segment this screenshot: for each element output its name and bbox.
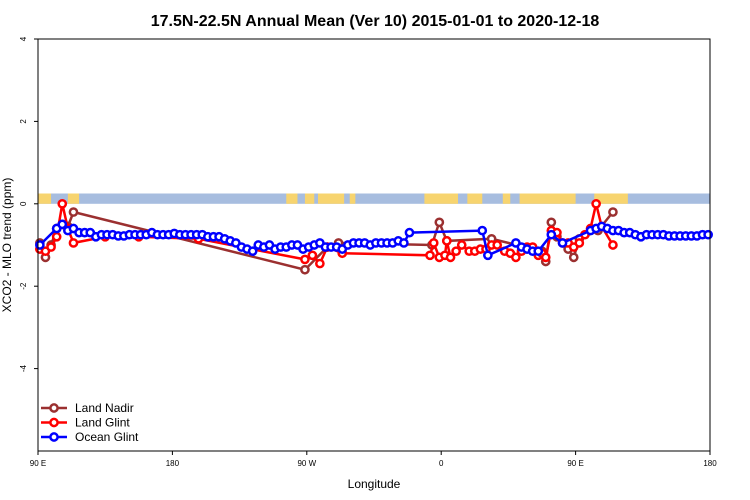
ocean-glint-point: [533, 246, 544, 257]
land-segment: [286, 193, 298, 204]
plot-frame: [37, 38, 711, 452]
y-tick-label: 2: [19, 119, 28, 124]
series-ocean-glint: [35, 219, 713, 261]
ocean-glint-point: [57, 219, 68, 230]
ocean-glint-point: [477, 225, 488, 236]
land-segment: [594, 193, 628, 204]
legend-item-land-glint: Land Glint: [41, 416, 130, 430]
ocean-glint-point: [399, 238, 409, 248]
x-tick-label: 90 E: [30, 459, 46, 468]
land-glint-point: [68, 238, 79, 248]
land-glint-point: [511, 252, 521, 263]
land-segment: [304, 193, 315, 204]
y-axis: 4 2 0 -2 -4: [19, 36, 38, 372]
land-segment: [502, 193, 511, 204]
land-glint-point: [300, 254, 310, 265]
x-tick-label: 180: [166, 459, 180, 468]
legend-item-ocean-glint: Ocean Glint: [41, 430, 139, 444]
series-layer: [35, 198, 713, 275]
land-segment: [38, 193, 52, 204]
ocean-glint-point: [247, 246, 258, 257]
ocean-glint-point: [557, 238, 568, 248]
y-tick-label: 4: [19, 36, 28, 41]
land-glint-point: [428, 238, 439, 248]
land-nadir-point: [546, 217, 557, 228]
land-nadir-line: [38, 210, 614, 272]
land-nadir-point: [608, 207, 618, 217]
land-glint-point: [425, 250, 435, 261]
ocean-glint-point: [35, 240, 45, 250]
land-glint-point: [57, 198, 68, 209]
land-glint-point: [46, 242, 56, 252]
legend-item-land-nadir: Land Nadir: [41, 401, 134, 415]
ocean-glint-point: [404, 227, 415, 238]
land-glint-point: [441, 236, 452, 246]
land-segment: [318, 193, 345, 204]
legend-label: Land Nadir: [75, 401, 134, 415]
land-glint-point: [574, 238, 585, 248]
x-tick-label: 180: [703, 459, 717, 468]
y-axis-label: XCO2 - MLO trend (ppm): [0, 178, 14, 313]
land-glint-point: [591, 198, 601, 209]
land-segment: [519, 193, 576, 204]
land-glint-point: [51, 231, 62, 242]
land-segment: [424, 193, 458, 204]
legend-label: Land Glint: [75, 416, 130, 430]
land-nadir-point: [568, 252, 579, 263]
land-mask: [38, 193, 710, 204]
y-tick-label: -4: [19, 364, 28, 372]
series-land-nadir: [35, 207, 618, 275]
land-nadir-point: [68, 207, 79, 217]
x-axis-label: Longitude: [348, 477, 401, 491]
land-segment: [67, 193, 80, 204]
x-axis: 90 E 180 90 W 0 90 E 180: [30, 451, 717, 468]
y-tick-label: 0: [19, 201, 28, 206]
land-nadir-point: [434, 217, 445, 228]
land-segment: [349, 193, 356, 204]
land-glint-point: [540, 252, 551, 263]
land-glint-point: [445, 252, 456, 263]
x-tick-label: 0: [439, 459, 444, 468]
y-tick-label: -2: [19, 282, 28, 290]
land-glint-point: [456, 240, 467, 250]
land-glint-point: [315, 258, 325, 269]
x-tick-label: 90 E: [567, 459, 583, 468]
chart-title: 17.5N-22.5N Annual Mean (Ver 10) 2015-01…: [151, 13, 600, 30]
land-glint-point: [608, 240, 618, 250]
legend-label: Ocean Glint: [75, 430, 139, 444]
ocean-strip: [38, 193, 710, 204]
ocean-glint-point: [483, 250, 493, 261]
land-segment: [467, 193, 483, 204]
land-glint-point: [492, 240, 503, 250]
ocean-glint-point: [703, 229, 713, 240]
legend-swatch-marker: [49, 417, 59, 428]
land-glint-point: [451, 246, 461, 257]
legend-swatch-marker: [49, 403, 59, 413]
land-glint-point: [307, 250, 318, 261]
ocean-glint-point: [546, 229, 557, 240]
x-tick-label: 90 W: [297, 459, 316, 468]
legend-swatch-marker: [49, 432, 59, 442]
land-nadir-point: [300, 264, 310, 275]
